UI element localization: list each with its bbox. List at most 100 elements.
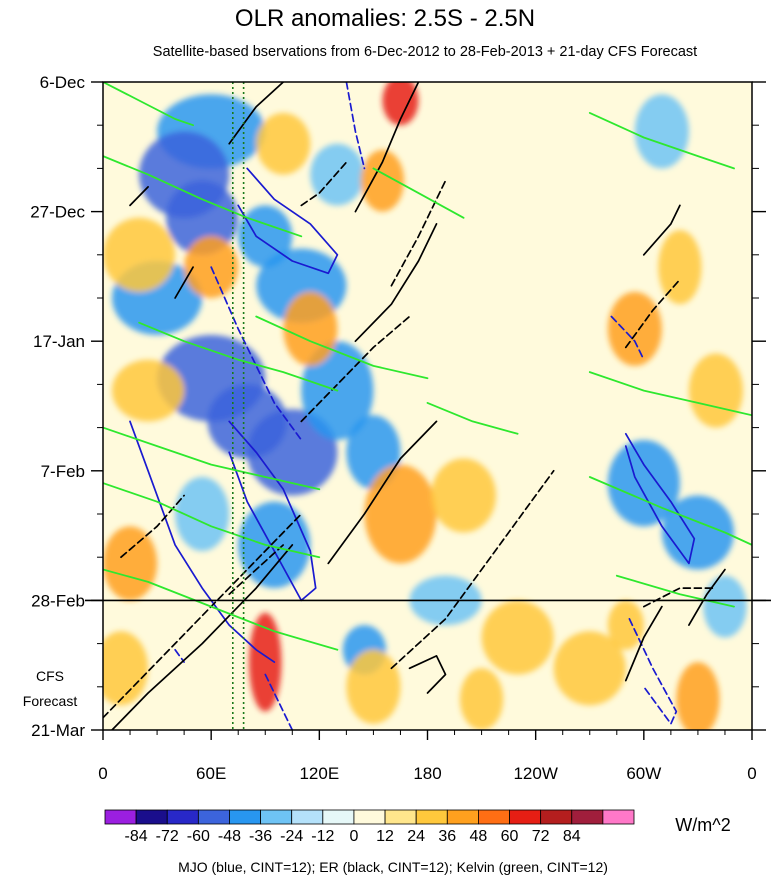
er-contour (390, 179, 447, 287)
anomaly-blob (481, 600, 554, 675)
colorbar-level-label: -60 (187, 828, 210, 845)
anomaly-blob (607, 291, 662, 366)
anomaly-blob (676, 662, 720, 730)
anomaly-blob (658, 230, 702, 305)
er-contour (642, 204, 681, 256)
anomaly-blob (703, 575, 747, 638)
mjo-contour (237, 167, 339, 275)
colorbar: -84 -72 -60 -48 -36 -24 -12 0 12 24 36 48 60 72 84 (104, 809, 635, 845)
colorbar-level-label: 0 (349, 828, 358, 845)
mjo-contour (129, 420, 276, 663)
er-contour (354, 223, 438, 343)
anomaly-blob (634, 94, 689, 169)
colorbar-swatch (104, 809, 137, 825)
chart-title: OLR anomalies: 2.5S - 2.5N (235, 5, 535, 32)
x-tick-label: 0 (98, 764, 107, 783)
colorbar-level-label: -72 (156, 828, 179, 845)
anomaly-blob (103, 217, 176, 292)
colorbar-level-label: -48 (218, 828, 241, 845)
kelvin-contour (372, 167, 465, 219)
kelvin-contour (615, 574, 735, 608)
colorbar-swatch (135, 809, 168, 825)
forecast-label-cfs: CFS (36, 668, 64, 684)
colorbar-swatch (260, 809, 293, 825)
er-contour (408, 655, 447, 694)
anomaly-blob (175, 476, 230, 552)
contour-layer (103, 82, 752, 730)
kelvin-contour (255, 315, 429, 380)
colorbar-level-label: 72 (532, 828, 550, 845)
x-tick-label: 0 (747, 764, 756, 783)
colorbar-level-label: -36 (249, 828, 272, 845)
y-tick-label: 7-Feb (41, 462, 85, 481)
colorbar-level-label: 24 (407, 828, 425, 845)
chart-subtitle: Satellite-based bservations from 6-Dec-2… (153, 44, 697, 60)
anomaly-blob (112, 359, 185, 422)
mjo-contour (345, 82, 366, 170)
forecast-label-forecast: Forecast (23, 693, 78, 709)
anomaly-blob (382, 82, 419, 126)
colorbar-swatch (571, 809, 604, 825)
x-tick-label: 60E (196, 764, 226, 783)
kelvin-contour (103, 82, 194, 127)
er-contour (624, 605, 663, 682)
colorbar-swatch (446, 809, 479, 825)
anomaly-blob (459, 668, 504, 730)
er-contour (300, 161, 348, 207)
anomaly-blob (364, 464, 437, 564)
colorbar-swatch (478, 809, 510, 825)
colorbar-swatch (540, 809, 573, 825)
y-tick-label: 28-Feb (31, 591, 85, 610)
colorbar-level-label: 12 (376, 828, 394, 845)
colorbar-swatch (415, 809, 448, 825)
kelvin-contour (103, 568, 339, 651)
colorbar-swatch (291, 809, 324, 825)
anomaly-blob (360, 149, 405, 212)
er-contour (120, 494, 185, 559)
anomaly-blob (431, 458, 497, 533)
anomaly-blob (103, 526, 158, 601)
anomaly-blob (238, 205, 293, 268)
anomaly-blob (166, 180, 239, 255)
colorbar-level-label: -12 (311, 828, 334, 845)
kelvin-contour (103, 426, 321, 491)
y-tick-label: 6-Dec (40, 73, 86, 92)
kelvin-contour (588, 112, 735, 170)
colorbar-swatch (197, 809, 230, 825)
x-tick-label: 120E (299, 764, 339, 783)
mjo-contour (174, 648, 185, 663)
er-contour (688, 568, 726, 626)
colorbar-swatch (166, 809, 199, 825)
er-contour (174, 266, 194, 299)
er-contour (228, 82, 285, 145)
colorbar-swatch (509, 809, 542, 825)
er-contour (354, 82, 420, 213)
colorbar-swatch (353, 809, 386, 825)
mjo-contour (610, 315, 645, 361)
anomaly-blob (283, 291, 338, 366)
mjo-contour (228, 420, 317, 602)
colorbar-units: W/m^2 (675, 815, 730, 835)
colorbar-level-label: 36 (438, 828, 456, 845)
x-tick-label: 120W (513, 764, 557, 783)
colorbar-level-label: 48 (470, 828, 488, 845)
colorbar-level-label: 60 (501, 828, 519, 845)
x-tick-label: 180 (413, 764, 441, 783)
er-contour (228, 544, 285, 596)
mjo-contour (210, 266, 303, 441)
er-contour (129, 186, 149, 207)
anomaly-blob (688, 353, 743, 428)
axes: 0 60E 120E 180 120W 60W 0 6-Dec 27-Dec 17-Jan 7-Fe… (30, 73, 766, 783)
plot-area (103, 82, 752, 730)
kelvin-contour (426, 402, 519, 435)
er-contour (103, 513, 303, 719)
anomaly-blob (346, 649, 401, 724)
colorbar-swatch (229, 809, 261, 825)
anomaly-blob (607, 600, 644, 650)
y-tick-label: 21-Mar (31, 721, 85, 740)
x-tick-label: 60W (626, 764, 661, 783)
er-contour (327, 420, 438, 565)
colorbar-swatch (322, 809, 355, 825)
colorbar-level-label: -24 (280, 828, 303, 845)
